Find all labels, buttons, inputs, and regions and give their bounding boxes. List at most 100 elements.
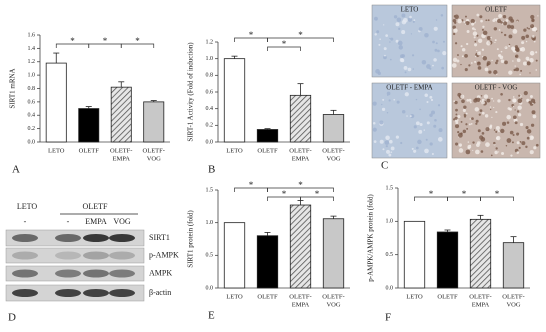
tissue-texture	[494, 150, 498, 155]
significance-bracket	[480, 196, 514, 201]
tissue-texture	[409, 115, 412, 118]
x-tick-label: OLETF	[437, 293, 458, 300]
tissue-texture	[512, 105, 515, 108]
tissue-texture	[500, 31, 503, 34]
tissue-texture	[500, 128, 505, 134]
tissue-texture	[465, 20, 470, 26]
tissue-texture	[464, 54, 468, 58]
tissue-texture	[476, 13, 480, 17]
tissue-texture	[477, 51, 481, 56]
tissue-texture	[479, 135, 484, 140]
y-tick-label: 0.8	[28, 86, 36, 92]
tissue-texture	[531, 18, 535, 23]
tissue-texture	[504, 60, 508, 65]
tissue-texture	[493, 18, 496, 20]
tissue-texture	[438, 128, 443, 133]
tissue-texture	[476, 61, 481, 66]
tissue-texture	[423, 129, 425, 131]
band-label: AMPK	[149, 268, 172, 277]
significance-bracket	[267, 37, 334, 42]
tissue-texture	[525, 34, 530, 39]
y-tick-label: 1.2	[206, 39, 214, 45]
tissue-texture	[521, 41, 525, 45]
tissue-texture	[435, 42, 438, 45]
tissue-texture	[419, 122, 423, 127]
tissue-texture	[481, 132, 485, 135]
x-tick-label: EMPA	[292, 301, 310, 308]
bar	[289, 204, 312, 289]
tissue-texture	[498, 13, 503, 19]
tissue-texture	[498, 54, 502, 58]
tissue-texture	[481, 111, 485, 115]
tissue-texture	[469, 118, 471, 120]
tissue-texture	[502, 14, 507, 19]
tissue-texture	[435, 19, 438, 21]
tissue-texture	[481, 48, 485, 52]
tissue-texture	[463, 113, 467, 117]
tissue-texture	[529, 57, 534, 63]
tissue-texture	[493, 27, 498, 31]
tissue-texture	[461, 99, 465, 104]
tissue-texture	[464, 68, 468, 72]
tissue-texture	[468, 21, 470, 24]
tissue-texture	[429, 67, 432, 70]
tissue-texture	[389, 58, 392, 61]
tissue-texture	[468, 123, 471, 126]
tissue-texture	[505, 19, 509, 22]
tissue-texture	[498, 151, 500, 153]
blot-band	[83, 234, 109, 242]
tissue-texture	[485, 19, 488, 22]
significance-star: *	[249, 30, 254, 40]
tissue-texture	[508, 98, 511, 102]
tissue-texture	[454, 100, 458, 105]
tissue-texture	[493, 106, 495, 109]
significance-bracket	[267, 46, 301, 51]
lane-label: EMPA	[85, 217, 107, 226]
tissue-texture	[421, 59, 427, 65]
tissue-texture	[472, 31, 478, 36]
tissue-texture	[517, 98, 523, 104]
tissue-texture	[474, 55, 477, 58]
tissue-texture	[454, 116, 458, 120]
tissue-texture	[498, 29, 501, 31]
tissue-texture	[505, 145, 508, 147]
tissue-texture	[500, 50, 503, 53]
tissue-texture	[411, 54, 415, 57]
tissue-texture	[415, 146, 419, 150]
tissue-texture	[452, 57, 458, 62]
tissue-texture	[468, 64, 471, 67]
tissue-texture	[404, 92, 409, 97]
y-tick-label: 1.0	[386, 219, 394, 225]
tissue-texture	[491, 59, 493, 62]
y-tick-label: 0.5	[206, 253, 214, 259]
tissue-texture	[389, 139, 393, 144]
tissue-texture	[426, 64, 431, 69]
panel-label: C	[381, 160, 388, 172]
tissue-texture	[395, 22, 400, 27]
blot-band	[83, 251, 109, 260]
tissue-texture	[433, 26, 438, 31]
significance-star: *	[429, 189, 434, 199]
tissue-texture	[458, 132, 463, 138]
bar	[403, 220, 426, 289]
tissue-texture	[535, 59, 538, 62]
tissue-texture	[463, 115, 467, 118]
tissue-texture	[469, 101, 472, 104]
tissue-texture	[372, 121, 376, 125]
tissue-texture	[388, 99, 391, 102]
tissue-texture	[474, 107, 480, 112]
bar	[223, 58, 246, 143]
tissue-texture	[486, 35, 491, 41]
tissue-texture	[526, 136, 530, 140]
tissue-texture	[429, 95, 433, 99]
tissue-texture	[457, 115, 461, 119]
tissue-texture	[466, 98, 470, 102]
tissue-texture	[521, 35, 526, 40]
y-tick-label: 0.6	[206, 89, 214, 95]
tissue-texture	[508, 34, 513, 39]
significance-star: *	[70, 36, 75, 46]
tissue-texture	[502, 121, 507, 126]
tissue-texture	[537, 15, 539, 17]
tissue-texture	[528, 100, 532, 104]
